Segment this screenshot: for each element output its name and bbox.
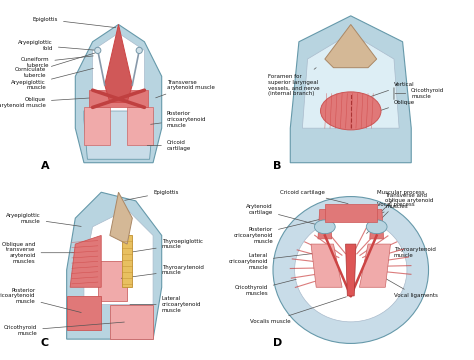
Text: Cricothyroid
muscle: Cricothyroid muscle [395, 88, 445, 99]
Polygon shape [92, 33, 145, 111]
Text: Cricothyroid
muscle: Cricothyroid muscle [4, 322, 124, 336]
Text: Aryepiglottic
muscle: Aryepiglottic muscle [6, 213, 81, 226]
Polygon shape [370, 210, 383, 239]
Text: Posterior
cricoarytenoid
muscle: Posterior cricoarytenoid muscle [151, 111, 206, 128]
Text: Thyroarytenoid
muscle: Thyroarytenoid muscle [121, 265, 203, 278]
Polygon shape [325, 204, 377, 222]
Polygon shape [84, 210, 153, 305]
Ellipse shape [314, 220, 335, 234]
Polygon shape [302, 33, 399, 128]
Text: Vocal process: Vocal process [366, 202, 414, 234]
Polygon shape [290, 16, 411, 163]
Text: Posterior
cricoarytenoid
muscle: Posterior cricoarytenoid muscle [234, 219, 322, 244]
Polygon shape [84, 111, 153, 159]
Text: Vertical: Vertical [357, 82, 415, 101]
Text: C: C [41, 338, 49, 348]
Polygon shape [67, 296, 101, 330]
Text: Oblique and
transverse
arytenoid
muscles: Oblique and transverse arytenoid muscles [2, 242, 81, 264]
Text: Aryepiglottic
fold: Aryepiglottic fold [18, 40, 95, 51]
Polygon shape [84, 107, 110, 145]
Polygon shape [110, 192, 132, 244]
Polygon shape [75, 24, 162, 163]
Text: Transverse and
oblique arytenoid
muscles: Transverse and oblique arytenoid muscles [382, 193, 434, 213]
Polygon shape [105, 24, 132, 102]
Polygon shape [127, 107, 153, 145]
Ellipse shape [295, 218, 407, 322]
Text: Oblique
arytenoid muscle: Oblique arytenoid muscle [0, 97, 102, 108]
Text: Epiglottis: Epiglottis [125, 190, 178, 201]
Polygon shape [67, 192, 162, 339]
Text: Lateral
cricoarytenoid
muscle: Lateral cricoarytenoid muscle [130, 296, 201, 313]
Text: Posterior
cricoarytenoid
muscle: Posterior cricoarytenoid muscle [0, 288, 81, 312]
Text: Aryepiglottic
muscle: Aryepiglottic muscle [11, 68, 93, 90]
Polygon shape [346, 244, 356, 296]
Text: Thyroepiglottic
muscle: Thyroepiglottic muscle [130, 239, 203, 252]
Text: Cricoid
cartilage: Cricoid cartilage [147, 140, 191, 151]
Text: Lateral
cricoarytenoid
muscle: Lateral cricoarytenoid muscle [228, 253, 317, 270]
Polygon shape [318, 210, 332, 239]
Text: Thyroarytenoid
muscle: Thyroarytenoid muscle [388, 247, 436, 261]
Polygon shape [325, 24, 377, 68]
Text: Oblique: Oblique [357, 100, 415, 118]
Text: Cricothyroid
muscles: Cricothyroid muscles [235, 279, 296, 296]
Text: Corniculate
tubercle: Corniculate tubercle [15, 53, 95, 78]
Text: Vocalis muscle: Vocalis muscle [250, 297, 346, 324]
Polygon shape [359, 244, 391, 287]
Text: Cuneiform
tubercle: Cuneiform tubercle [21, 56, 93, 68]
Circle shape [136, 47, 142, 54]
Polygon shape [89, 90, 148, 107]
Text: Arytenoid
cartilage: Arytenoid cartilage [246, 204, 322, 226]
Polygon shape [110, 305, 153, 339]
Text: A: A [41, 161, 49, 171]
Ellipse shape [366, 220, 387, 234]
Text: Epiglottis: Epiglottis [33, 17, 116, 28]
Text: D: D [273, 338, 282, 348]
Polygon shape [70, 235, 101, 287]
Polygon shape [98, 261, 127, 301]
Polygon shape [311, 244, 342, 287]
Text: Vocal ligaments: Vocal ligaments [379, 275, 438, 298]
Circle shape [95, 47, 101, 54]
Text: B: B [273, 161, 282, 171]
Text: Muscular process: Muscular process [374, 190, 424, 220]
Ellipse shape [273, 197, 428, 343]
Text: Foramen for
superior laryngeal
vessels, and nerve
(internal branch): Foramen for superior laryngeal vessels, … [268, 68, 319, 96]
Ellipse shape [320, 92, 381, 130]
Text: Transverse
arytenoid muscle: Transverse arytenoid muscle [155, 80, 215, 98]
Polygon shape [122, 235, 132, 287]
Text: Cricoid cartilage: Cricoid cartilage [280, 190, 348, 204]
